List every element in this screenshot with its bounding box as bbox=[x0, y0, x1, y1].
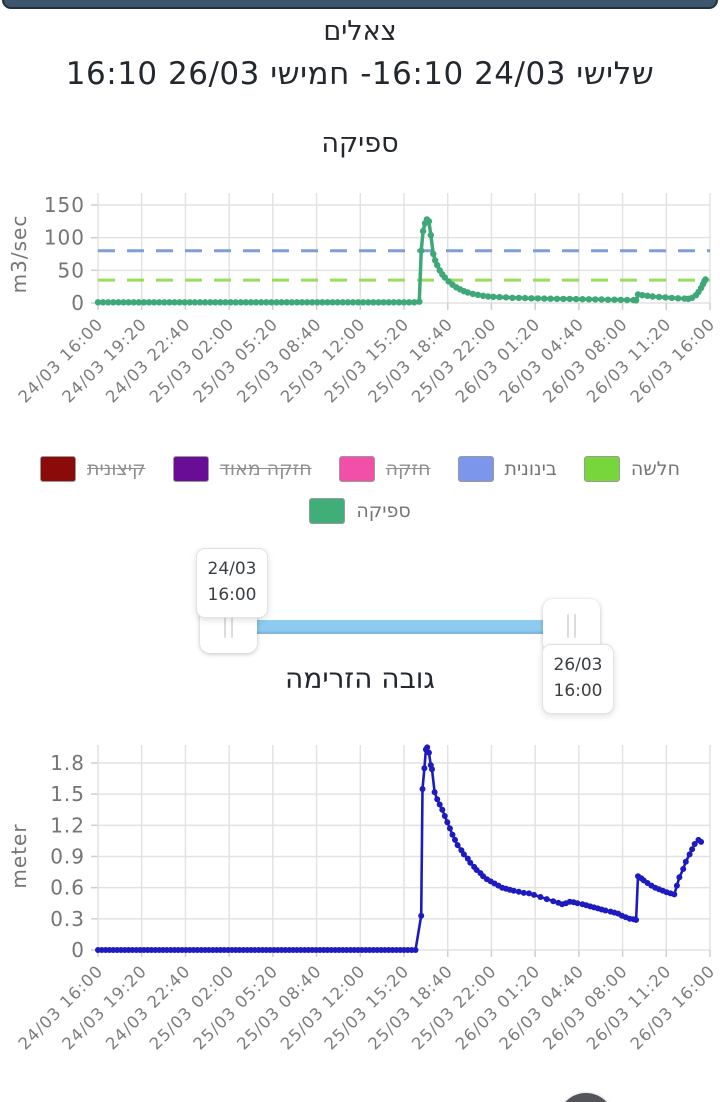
svg-text:meter: meter bbox=[7, 823, 31, 888]
legend-swatch-medium bbox=[457, 456, 494, 482]
svg-text:50: 50 bbox=[58, 258, 85, 282]
legend-item-extreme[interactable]: קיצונית bbox=[40, 456, 146, 482]
svg-text:1.5: 1.5 bbox=[50, 782, 85, 806]
grip-icon bbox=[567, 614, 569, 638]
legend-label-weak: חלשה bbox=[630, 458, 680, 480]
page-title: צאלים bbox=[323, 16, 397, 47]
legend-swatch-weak bbox=[583, 456, 620, 482]
svg-text:1.2: 1.2 bbox=[50, 813, 85, 837]
slider-end-time: 16:00 bbox=[553, 681, 603, 702]
time-range-slider-track[interactable] bbox=[230, 620, 570, 634]
slider-start-tooltip: 24/03 16:00 bbox=[196, 548, 268, 618]
slider-start-time: 16:00 bbox=[207, 585, 257, 606]
legend-item-very-strong[interactable]: חזקה מאוד bbox=[172, 456, 312, 482]
svg-text:0: 0 bbox=[71, 291, 85, 315]
legend-item-weak[interactable]: חלשה bbox=[583, 456, 680, 482]
svg-text:0.3: 0.3 bbox=[50, 907, 85, 931]
svg-text:0.6: 0.6 bbox=[50, 876, 85, 900]
legend-swatch-discharge bbox=[309, 498, 346, 524]
legend-item-discharge[interactable]: ספיקה bbox=[309, 498, 411, 524]
legend-label-strong: חזקה bbox=[385, 458, 431, 480]
svg-text:150: 150 bbox=[44, 193, 85, 217]
collapsed-navbar bbox=[2, 0, 718, 9]
svg-text:m3/sec: m3/sec bbox=[7, 215, 31, 294]
svg-text:0: 0 bbox=[71, 938, 85, 962]
svg-text:100: 100 bbox=[44, 226, 85, 250]
legend-levels-row: חלשה בינונית חזקה חזקה מאוד קיצונית bbox=[0, 456, 720, 482]
slider-end-tooltip: 26/03 16:00 bbox=[542, 644, 614, 714]
slider-end-date: 26/03 bbox=[553, 655, 603, 675]
legend-label-discharge: ספיקה bbox=[356, 500, 411, 522]
legend-series-row: ספיקה bbox=[0, 498, 720, 524]
grip-icon bbox=[574, 614, 576, 638]
slider-start-date: 24/03 bbox=[207, 559, 257, 579]
legend-label-medium: בינונית bbox=[504, 458, 557, 480]
legend-item-strong[interactable]: חזקה bbox=[338, 456, 431, 482]
discharge-chart-title: ספיקה bbox=[321, 128, 399, 159]
svg-text:1.8: 1.8 bbox=[50, 751, 85, 775]
legend-swatch-strong bbox=[338, 456, 375, 482]
legend-swatch-very-strong bbox=[172, 456, 209, 482]
legend-swatch-extreme bbox=[40, 456, 77, 482]
floating-action-button[interactable] bbox=[558, 1093, 614, 1102]
grip-icon bbox=[224, 614, 226, 638]
svg-text:0.9: 0.9 bbox=[50, 844, 85, 868]
legend-item-medium[interactable]: בינונית bbox=[457, 456, 557, 482]
grip-icon bbox=[231, 614, 233, 638]
stage-chart-title: גובה הזרימה bbox=[285, 662, 435, 695]
legend-label-extreme: קיצונית bbox=[87, 458, 146, 480]
date-range-subtitle: שלישי 24/03 16:10- חמישי 26/03 16:10 bbox=[65, 56, 655, 92]
legend-label-very-strong: חזקה מאוד bbox=[219, 458, 312, 480]
